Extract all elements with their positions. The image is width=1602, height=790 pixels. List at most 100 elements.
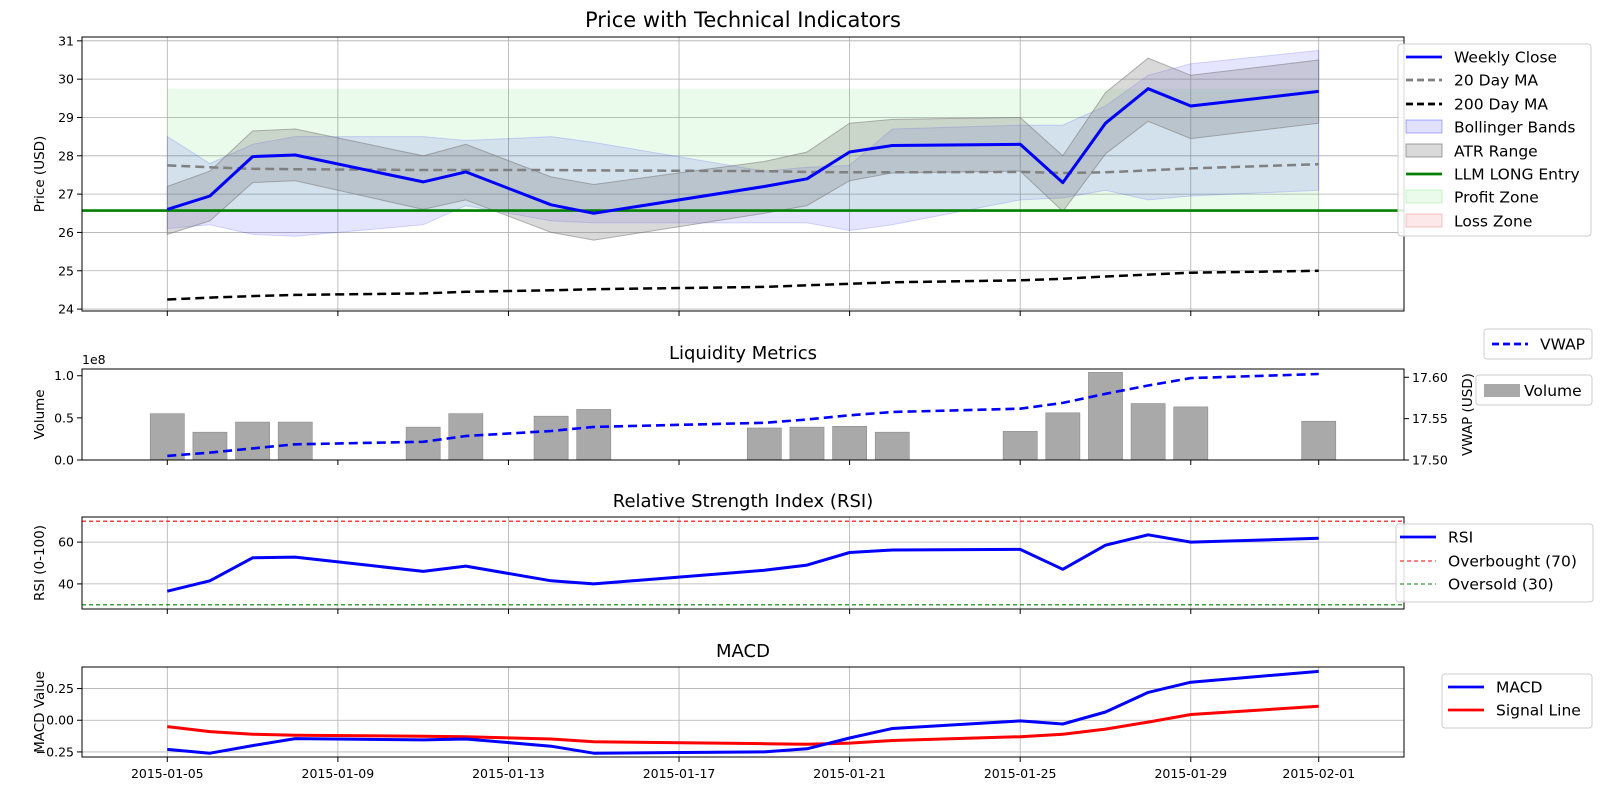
volume-bar [149,413,185,461]
price-legend-swatch [1405,143,1443,158]
vwap-legend-box [1483,328,1593,360]
price-legend-label: Weekly Close [1454,49,1557,67]
price-ytick-label: 26 [58,225,74,240]
volume-bar [1088,372,1123,461]
liquidity-ylabel: Volume [32,389,48,439]
volume-legend: Volume [1475,374,1593,406]
rsi-legend: RSI Overbought (70) Oversold (30) [1395,523,1594,603]
volume-legend-swatch [1484,384,1520,397]
price-legend-label: 200 Day MA [1454,96,1548,114]
macd-frame [81,666,1405,758]
macd-legend: MACD Signal Line [1441,673,1593,729]
rsi-legend-label: RSI [1448,529,1473,547]
atr-band [166,57,1320,241]
rsi-legend-box [1395,523,1594,603]
price-legend-swatch [1405,119,1443,134]
price-ytick-label: 27 [58,187,74,202]
volume-legend-box [1475,374,1593,406]
volume-bar [1173,406,1209,461]
ma200-line [167,269,1319,301]
liquidity-panel: Liquidity Metrics Volume 0.0 0.5 1.0 1e8 17.50… [32,328,1593,468]
price-ytick-label: 30 [58,72,74,87]
price-ytick-label: 28 [58,148,74,163]
rsi-legend-label: Oversold (30) [1448,576,1554,594]
price-legend-label: ATR Range [1454,143,1538,161]
vwap-legend: VWAP [1483,328,1593,360]
volume-bar [1045,412,1081,461]
macd-line [167,669,1319,755]
price-legend-label: Profit Zone [1454,189,1539,207]
macd-ytick-label: 0.25 [46,681,74,696]
volume-bar [789,426,825,461]
vwap-axis-label: VWAP (USD) [1460,373,1476,456]
bollinger-band [166,49,1320,237]
x-tick-label: 2015-01-09 [302,766,375,781]
volume-bar [1130,403,1166,461]
rsi-ylabel: RSI (0-100) [32,525,48,601]
macd-ytick-label: 0.00 [46,713,74,728]
price-panel: Price with Technical Indicators Price (US… [32,8,1592,317]
x-tick-label: 2015-01-05 [131,766,204,781]
volume-multiplier-label: 1e8 [82,352,106,367]
price-legend-label: 20 Day MA [1454,72,1539,90]
price-legend-label: Bollinger Bands [1454,119,1575,137]
price-legend-label: Loss Zone [1454,213,1532,231]
rsi-frame [81,516,1405,610]
volume-bar [746,427,782,461]
volume-bar [576,409,612,461]
vwap-ytick-label: 17.60 [1412,370,1448,385]
volume-bar [235,421,270,461]
volume-bar [533,415,569,461]
ma20-line [167,162,1319,175]
volume-bar [405,426,441,461]
signal-line [167,704,1319,746]
volume-bar [192,431,228,461]
macd-panel: MACD MACD Value−0.25 0.00 0.25 2015-01-05 201… [32,641,1593,781]
price-legend-swatch [1405,213,1443,228]
price-legend-swatch [1405,189,1443,204]
price-ytick-label: 24 [58,302,74,317]
x-tick-label: 2015-01-21 [813,766,886,781]
rsi-panel: Relative Strength Index (RSI) RSI (0-100)… [32,491,1594,614]
rsi-ytick-label: 40 [58,576,74,591]
liquidity-frame [81,368,1405,461]
vwap-ytick-label: 17.50 [1412,453,1448,468]
liquidity-title: Liquidity Metrics [669,343,817,364]
macd-legend-label: MACD [1496,679,1543,697]
liquidity-ytick-label: 0.5 [54,410,74,425]
price-legend: Weekly Close 20 Day MA 200 Day MA Bollinger… [1397,43,1592,237]
price-ytick-label: 25 [58,263,74,278]
rsi-ytick-label: 60 [58,535,74,550]
x-tick-label: 2015-01-25 [984,766,1057,781]
price-title: Price with Technical Indicators [585,8,901,32]
vwap-legend-label: VWAP [1540,336,1585,354]
rsi-title: Relative Strength Index (RSI) [613,491,873,512]
liquidity-ytick-label: 0.0 [54,453,74,468]
x-tick-label: 2015-01-17 [643,766,716,781]
price-ytick-label: 31 [58,33,74,48]
macd-ytick-label: −0.25 [36,744,74,759]
liquidity-ytick-label: 1.0 [54,368,74,383]
volume-bar [874,431,910,461]
vwap-ytick-label: 17.55 [1412,411,1448,426]
vwap-line [167,372,1319,458]
macd-ylabel: MACD Value [32,671,48,753]
macd-legend-label: Signal Line [1496,702,1581,720]
x-tick-label: 2015-01-29 [1154,766,1227,781]
volume-bar [277,421,313,461]
macd-title: MACD [716,641,770,662]
rsi-legend-label: Overbought (70) [1448,553,1577,571]
volume-bar [832,425,867,461]
x-tick-label: 2015-01-13 [472,766,545,781]
volume-legend-label: Volume [1524,382,1582,400]
volume-bar [1301,420,1337,461]
price-legend-box [1397,43,1592,237]
price-ylabel: Price (USD) [32,136,48,213]
weekly-close-line [166,87,1319,215]
price-ytick-label: 29 [58,110,74,125]
price-legend-label: LLM LONG Entry [1454,166,1580,184]
volume-bar [1002,431,1038,461]
x-tick-label: 2015-02-01 [1282,766,1355,781]
rsi-line [166,533,1319,593]
